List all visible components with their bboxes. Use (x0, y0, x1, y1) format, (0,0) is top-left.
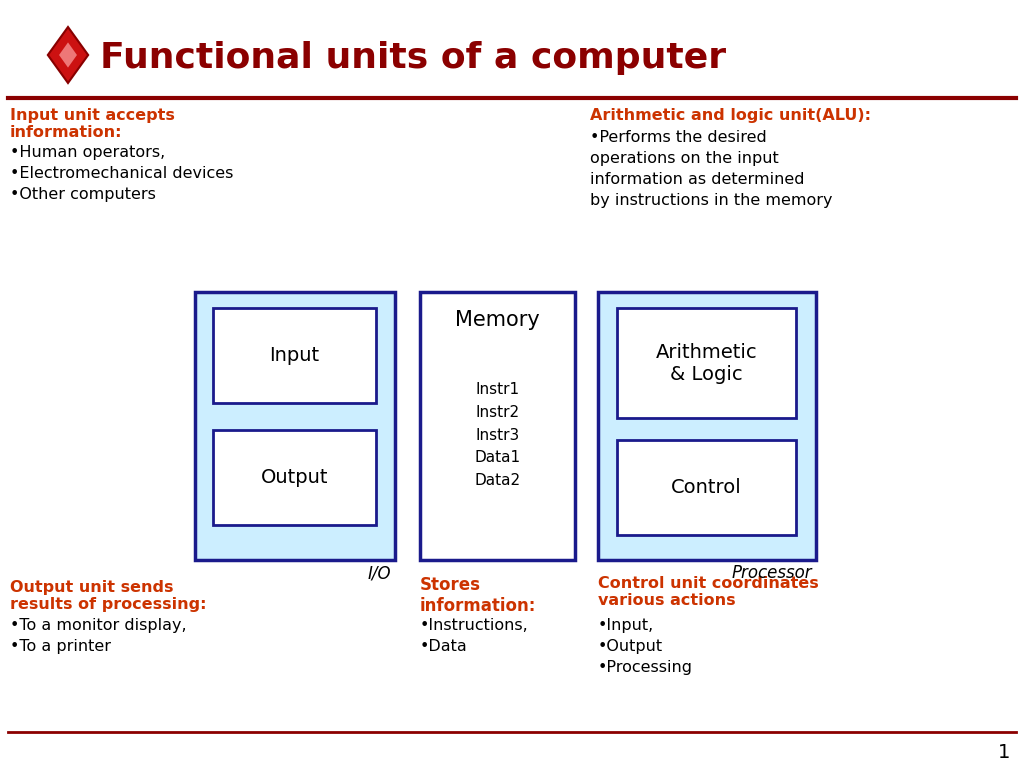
Bar (213, 308, 376, 403)
Text: I/O: I/O (368, 564, 391, 582)
Text: Instr1
Instr2
Instr3
Data1
Data2: Instr1 Instr2 Instr3 Data1 Data2 (474, 382, 520, 488)
Text: Stores
information:: Stores information: (420, 576, 537, 615)
Text: Control unit coordinates
various actions: Control unit coordinates various actions (598, 576, 819, 608)
Text: •Instructions,
•Data: •Instructions, •Data (420, 618, 528, 654)
Text: Control: Control (671, 478, 741, 497)
Polygon shape (48, 27, 88, 83)
Text: •Performs the desired
operations on the input
information as determined
by instr: •Performs the desired operations on the … (590, 130, 833, 208)
Text: Functional units of a computer: Functional units of a computer (100, 41, 726, 75)
Bar (617, 440, 796, 535)
Text: Arithmetic and logic unit(ALU):: Arithmetic and logic unit(ALU): (590, 108, 871, 123)
Text: •To a monitor display,
•To a printer: •To a monitor display, •To a printer (10, 618, 186, 654)
Text: Input: Input (269, 346, 319, 365)
Text: Processor: Processor (731, 564, 812, 582)
Text: Output unit sends
results of processing:: Output unit sends results of processing: (10, 580, 207, 612)
Text: Output: Output (261, 468, 329, 487)
Bar (598, 292, 816, 560)
Bar (617, 308, 796, 418)
Text: •Input,
•Output
•Processing: •Input, •Output •Processing (598, 618, 693, 675)
Bar (195, 292, 395, 560)
Text: Arithmetic
& Logic: Arithmetic & Logic (655, 343, 758, 383)
Polygon shape (59, 42, 77, 68)
Text: Input unit accepts
information:: Input unit accepts information: (10, 108, 175, 141)
Text: Memory: Memory (455, 310, 540, 330)
Text: •Human operators,
•Electromechanical devices
•Other computers: •Human operators, •Electromechanical dev… (10, 145, 233, 202)
Bar (213, 430, 376, 525)
Text: 1: 1 (997, 743, 1010, 762)
Bar (420, 292, 575, 560)
